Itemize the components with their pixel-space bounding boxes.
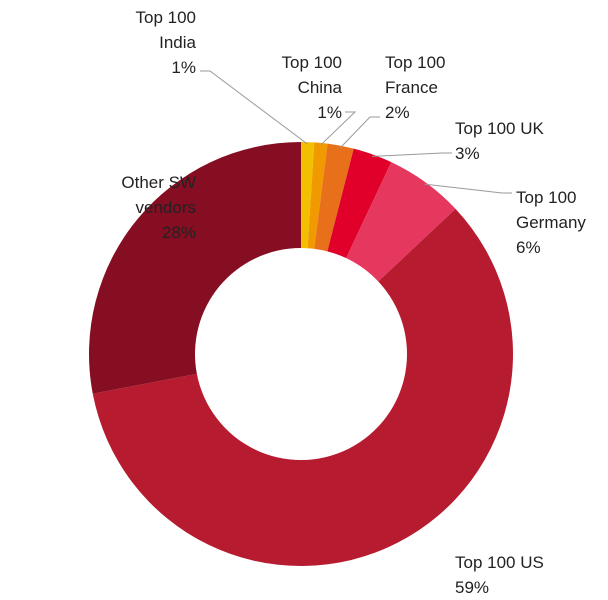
slice-label: Top 100 US 59% bbox=[455, 550, 544, 600]
slice-label: Top 100 UK 3% bbox=[455, 116, 544, 166]
slice bbox=[88, 142, 301, 394]
slice-label: Other SW vendors 28% bbox=[121, 170, 196, 245]
value-label: 59% bbox=[455, 578, 490, 597]
category-label: Top 100 US bbox=[455, 553, 544, 572]
slice bbox=[346, 162, 456, 282]
slice-label: Top 100 France 2% bbox=[385, 50, 446, 125]
category-label: Top 100 UK bbox=[455, 119, 544, 138]
value-label: 2% bbox=[385, 103, 410, 122]
category-label: Top 100 France bbox=[385, 53, 446, 97]
slice-label: Top 100 China 1% bbox=[282, 50, 343, 125]
value-label: 1% bbox=[317, 103, 342, 122]
category-label: Other SW vendors bbox=[121, 173, 196, 217]
category-label: Top 100 India bbox=[135, 8, 197, 52]
leader-line bbox=[200, 70, 308, 145]
value-label: 3% bbox=[455, 144, 480, 163]
slice bbox=[301, 142, 315, 249]
value-label: 6% bbox=[516, 238, 541, 257]
leader-line bbox=[320, 111, 357, 146]
leader-line bbox=[424, 183, 512, 194]
slice bbox=[307, 142, 328, 249]
slice bbox=[314, 143, 354, 252]
value-label: 28% bbox=[161, 223, 196, 242]
slice bbox=[327, 148, 392, 259]
slice-label: Top 100 India 1% bbox=[136, 5, 197, 80]
leader-line bbox=[339, 116, 380, 149]
category-label: Top 100 Germany bbox=[516, 188, 586, 232]
value-label: 1% bbox=[171, 58, 196, 77]
slice bbox=[92, 208, 514, 566]
category-label: Top 100 China bbox=[281, 53, 343, 97]
leader-line bbox=[372, 152, 452, 157]
slice-label: Top 100 Germany 6% bbox=[516, 185, 586, 260]
